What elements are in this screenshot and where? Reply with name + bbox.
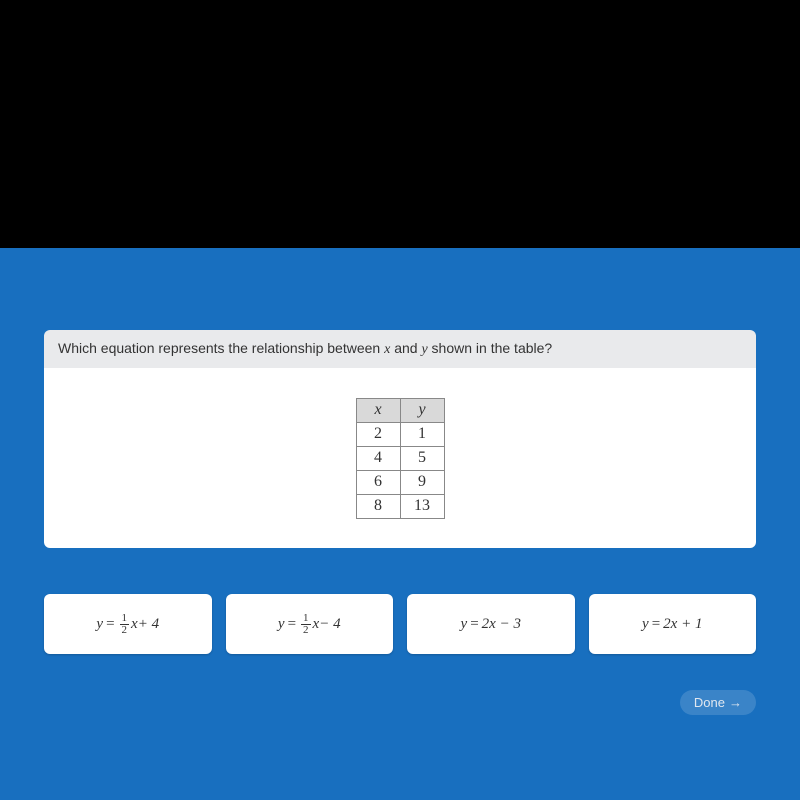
table-cell: 13: [400, 494, 444, 518]
option-a[interactable]: y = 1 2 x + 4: [44, 594, 212, 654]
option-d[interactable]: y = 2x + 1: [589, 594, 757, 654]
table-card: x y 2 1 4 5 6 9 8 13: [44, 368, 756, 548]
done-button[interactable]: Done →: [680, 690, 756, 715]
option-b-x: x: [313, 616, 320, 633]
option-a-eq: =: [106, 616, 114, 633]
option-b[interactable]: y = 1 2 x − 4: [226, 594, 394, 654]
table-header-x: x: [356, 398, 400, 422]
table-header-y: y: [400, 398, 444, 422]
option-d-body: 2x + 1: [663, 616, 702, 633]
option-c-y: y: [461, 616, 468, 633]
table-cell: 5: [400, 446, 444, 470]
option-b-fraction: 1 2: [301, 613, 311, 636]
option-d-y: y: [642, 616, 649, 633]
table-cell: 2: [356, 422, 400, 446]
question-text-mid: and: [390, 340, 421, 356]
table-row: 2 1: [356, 422, 444, 446]
option-a-x: x: [131, 616, 138, 633]
table-cell: 4: [356, 446, 400, 470]
table-row: 4 5: [356, 446, 444, 470]
done-label: Done: [694, 695, 725, 710]
table-row: 6 9: [356, 470, 444, 494]
option-b-eq: =: [288, 616, 296, 633]
option-d-eq: =: [652, 616, 660, 633]
option-b-y: y: [278, 616, 285, 633]
question-prompt: Which equation represents the relationsh…: [44, 330, 756, 368]
answer-options: y = 1 2 x + 4 y = 1 2 x − 4 y = 2x − 3 y…: [44, 594, 756, 654]
option-b-tail: − 4: [319, 616, 340, 633]
option-b-frac-num: 1: [301, 613, 311, 625]
table-row: 8 13: [356, 494, 444, 518]
arrow-right-icon: →: [729, 695, 742, 710]
option-c-eq: =: [470, 616, 478, 633]
table-cell: 6: [356, 470, 400, 494]
table-cell: 9: [400, 470, 444, 494]
table-cell: 1: [400, 422, 444, 446]
option-c-body: 2x − 3: [482, 616, 521, 633]
option-a-tail: + 4: [138, 616, 159, 633]
question-text-prefix: Which equation represents the relationsh…: [58, 340, 384, 356]
xy-table: x y 2 1 4 5 6 9 8 13: [356, 398, 445, 519]
option-c[interactable]: y = 2x − 3: [407, 594, 575, 654]
question-text-suffix: shown in the table?: [428, 340, 553, 356]
option-b-frac-den: 2: [301, 625, 311, 636]
option-a-frac-den: 2: [120, 625, 130, 636]
option-a-fraction: 1 2: [120, 613, 130, 636]
option-a-frac-num: 1: [120, 613, 130, 625]
table-cell: 8: [356, 494, 400, 518]
option-a-y: y: [96, 616, 103, 633]
